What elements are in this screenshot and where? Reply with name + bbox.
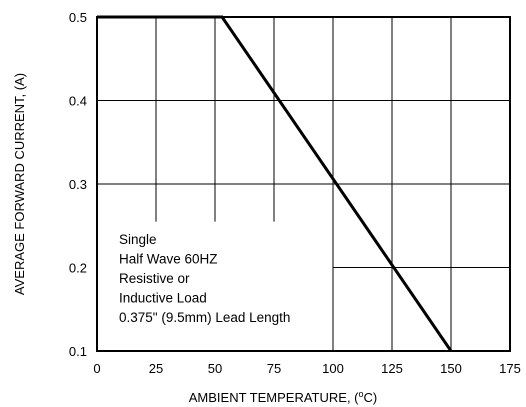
series-line <box>97 15 453 352</box>
x-tick-label: 175 <box>499 361 521 376</box>
annotation-line: Resistive or <box>119 271 190 286</box>
y-tick-label: 0.2 <box>69 261 87 276</box>
x-tick-label: 75 <box>267 361 281 376</box>
y-tick-label: 0.4 <box>69 94 87 109</box>
x-tick-label: 25 <box>149 361 163 376</box>
annotation-line: Inductive Load <box>119 291 207 306</box>
y-tick-label: 0.5 <box>69 10 87 25</box>
x-tick-label: 125 <box>381 361 403 376</box>
x-tick-label: 100 <box>322 361 344 376</box>
x-tick-labels: 0 25 50 75 100 125 150 175 <box>93 361 520 376</box>
annotation-line: Half Wave 60HZ <box>119 252 218 267</box>
x-axis-title: AMBIENT TEMPERATURE, (oC) <box>189 389 377 405</box>
plot-frame <box>96 16 511 352</box>
x-tick-label: 50 <box>208 361 222 376</box>
x-tick-label: 0 <box>93 361 100 376</box>
grid-lines <box>97 17 510 351</box>
y-tick-label: 0.3 <box>69 177 87 192</box>
annotation-line: 0.375" (9.5mm) Lead Length <box>119 310 290 325</box>
annotation-line: Single <box>119 232 157 247</box>
annotation-text: Single Half Wave 60HZ Resistive or Inductiv… <box>119 232 290 325</box>
y-axis-title: AVERAGE FORWARD CURRENT, (A) <box>12 73 27 295</box>
x-tick-label: 150 <box>440 361 462 376</box>
y-tick-labels: 0.1 0.2 0.3 0.4 0.5 <box>69 10 87 359</box>
y-tick-label: 0.1 <box>69 344 87 359</box>
